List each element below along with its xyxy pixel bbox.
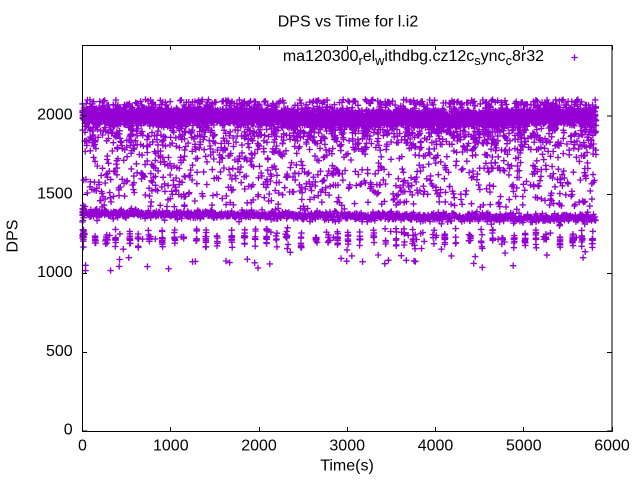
svg-text:3000: 3000: [329, 437, 365, 454]
svg-text:DPS vs Time for l.i2: DPS vs Time for l.i2: [278, 14, 419, 31]
svg-text:500: 500: [46, 343, 73, 360]
svg-text:ma120300relwithdbg.cz12csyncc8: ma120300relwithdbg.cz12csyncc8r32: [283, 48, 544, 68]
svg-text:2000: 2000: [241, 437, 277, 454]
svg-text:1500: 1500: [37, 185, 73, 202]
svg-text:4000: 4000: [418, 437, 454, 454]
svg-text:1000: 1000: [153, 437, 189, 454]
svg-text:5000: 5000: [506, 437, 542, 454]
svg-text:0: 0: [64, 422, 73, 439]
svg-text:DPS: DPS: [5, 220, 22, 253]
svg-text:Time(s): Time(s): [320, 458, 374, 475]
svg-text:6000: 6000: [594, 437, 630, 454]
svg-text:0: 0: [78, 437, 87, 454]
svg-text:1000: 1000: [37, 264, 73, 281]
svg-text:2000: 2000: [37, 107, 73, 124]
